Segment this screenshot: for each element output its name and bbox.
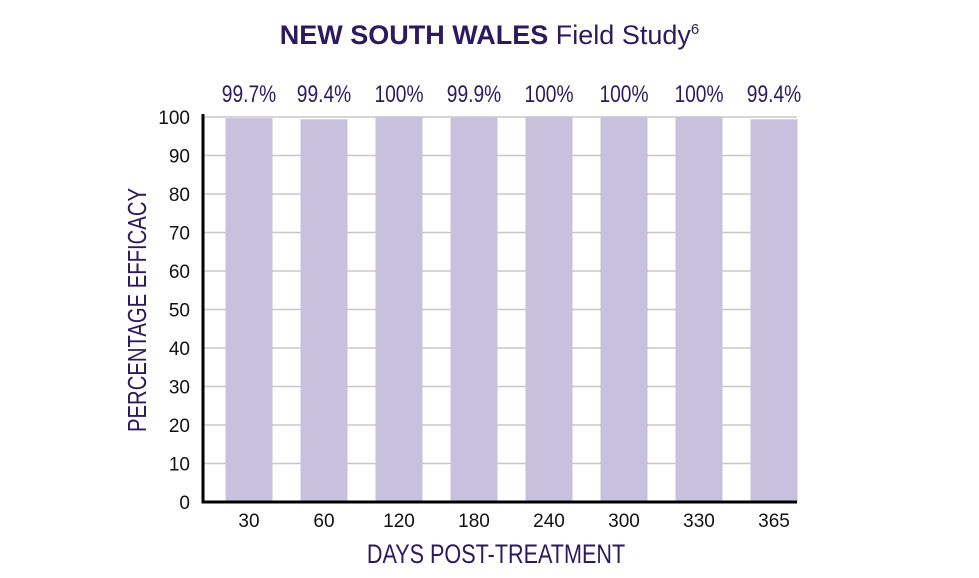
bar-240 (525, 117, 573, 502)
data-label: 99.9% (447, 80, 501, 108)
chart-title: NEW SOUTH WALES Field Study6 (0, 18, 979, 52)
bar-30 (225, 118, 273, 502)
bar-180 (450, 117, 498, 502)
chart-title-superscript: 6 (690, 21, 700, 38)
y-tick-label: 100 (158, 108, 190, 129)
bar-300 (600, 117, 648, 502)
x-tick-label: 60 (313, 511, 334, 532)
bar-120 (375, 117, 423, 502)
bars (225, 117, 798, 502)
y-tick-label: 20 (169, 416, 190, 437)
x-tick-label: 30 (238, 511, 259, 532)
axes (201, 114, 797, 504)
y-tick-label: 40 (169, 339, 190, 360)
data-label: 99.4% (747, 80, 801, 108)
data-label: 100% (524, 80, 573, 108)
x-tick-label: 300 (608, 511, 640, 532)
x-axis-label: DAYS POST-TREATMENT (367, 540, 625, 570)
x-tick-label: 120 (383, 511, 415, 532)
chart-title-light: Field Study (555, 20, 691, 50)
y-tick-label: 70 (169, 224, 190, 245)
y-tick-label: 50 (169, 301, 190, 322)
data-label: 100% (674, 80, 723, 108)
y-axis-label: PERCENTAGE EFFICACY (123, 188, 152, 432)
data-label: 99.7% (222, 80, 276, 108)
bar-365 (750, 119, 798, 502)
x-tick-label: 365 (758, 511, 790, 532)
y-tick-label: 0 (179, 493, 190, 514)
bar-60 (300, 119, 348, 502)
data-label: 99.4% (297, 80, 351, 108)
chart-title-bold: NEW SOUTH WALES (279, 20, 549, 50)
y-tick-label: 90 (169, 147, 190, 168)
data-label: 100% (374, 80, 423, 108)
x-tick-label: 180 (458, 511, 490, 532)
y-tick-label: 60 (169, 262, 190, 283)
y-tick-label: 10 (169, 455, 190, 476)
y-tick-label: 30 (169, 378, 190, 399)
bar-330 (675, 117, 723, 502)
data-label: 100% (599, 80, 648, 108)
x-tick-label: 240 (533, 511, 565, 532)
y-tick-label: 80 (169, 185, 190, 206)
labels: 0 10 20 30 40 50 60 70 80 90 100 99.7% 30 99.4% 60 100%… (158, 80, 801, 532)
x-tick-label: 330 (683, 511, 715, 532)
